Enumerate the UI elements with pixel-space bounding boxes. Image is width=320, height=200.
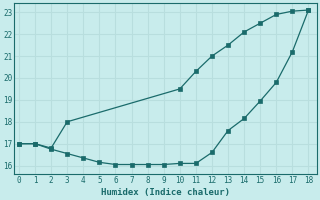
X-axis label: Humidex (Indice chaleur): Humidex (Indice chaleur) [101,188,230,197]
